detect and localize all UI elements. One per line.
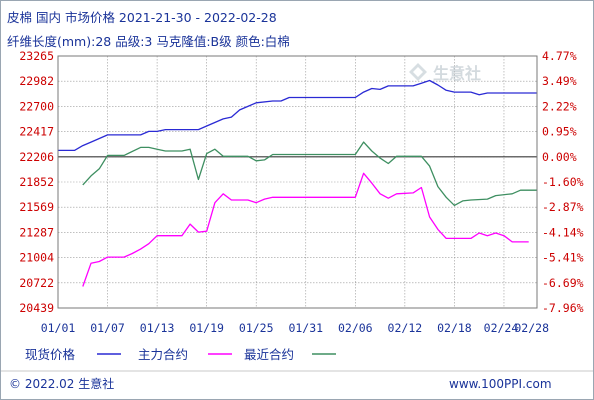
series-line-recent [82, 141, 537, 207]
x-tick-label: 02/12 [388, 321, 423, 335]
legend: 现货价格 主力合约 最近合约 [25, 347, 336, 362]
right-tick-label: -1.60% [542, 175, 584, 189]
footer-website: www.100PPI.com [449, 377, 552, 391]
left-axis: 23265 22982 22700 22417 22206 21852 21569 21287… [19, 49, 54, 315]
legend-label-main: 主力合约 [138, 347, 188, 362]
x-tick-label: 02/18 [437, 321, 472, 335]
left-tick-label: 22206 [19, 150, 54, 164]
left-tick-label: 21852 [19, 175, 54, 189]
x-tick-label: 02/28 [514, 321, 549, 335]
series-layer [58, 79, 537, 287]
right-tick-label: 3.49% [542, 74, 577, 88]
plot-area [58, 56, 537, 308]
left-tick-label: 21569 [19, 200, 54, 214]
x-tick-label: 01/25 [239, 321, 274, 335]
legend-label-recent: 最近合约 [244, 347, 294, 362]
watermark-logo: 生意社 [409, 63, 481, 83]
left-tick-label: 21287 [19, 225, 54, 239]
legend-label-spot: 现货价格 [25, 347, 76, 362]
x-tick-label: 01/13 [140, 321, 175, 335]
plot-border [57, 55, 538, 309]
logo-mark-icon [409, 63, 427, 81]
right-tick-label: 2.22% [542, 99, 577, 113]
footer-copyright: © 2022.02 生意社 [9, 376, 114, 391]
series-line-spot [58, 79, 537, 152]
x-tick-label: 01/01 [41, 321, 76, 335]
series-line-main [82, 172, 529, 287]
right-tick-label: 0.00% [542, 150, 577, 164]
left-tick-label: 21004 [19, 251, 54, 265]
right-tick-label: -4.14% [542, 225, 584, 239]
right-tick-label: -7.96% [542, 301, 584, 315]
right-axis: 4.77% 3.49% 2.22% 0.95% 0.00% -1.60% -2.87% -4.… [542, 49, 584, 315]
x-tick-label: 01/07 [90, 321, 125, 335]
left-tick-label: 20722 [19, 276, 54, 290]
chart-title: 皮棉 国内 市场价格 2021-21-30 - 2022-02-28 [7, 10, 277, 25]
right-tick-label: 0.95% [542, 125, 577, 139]
right-tick-label: -5.41% [542, 251, 584, 265]
x-tick-label: 01/19 [189, 321, 224, 335]
chart-subtitle: 纤维长度(mm):28 品级:3 马克隆值:B级 颜色:白棉 [7, 34, 290, 49]
left-tick-label: 23265 [19, 49, 54, 63]
right-tick-label: -2.87% [542, 200, 584, 214]
left-tick-label: 22700 [19, 99, 54, 113]
left-tick-label: 22417 [19, 125, 54, 139]
x-tick-label: 02/06 [338, 321, 373, 335]
x-axis: 01/01 01/07 01/13 01/19 01/25 01/31 02/06 02/12… [41, 321, 549, 335]
x-tick-label: 01/31 [288, 321, 323, 335]
left-tick-label: 22982 [19, 74, 54, 88]
right-tick-label: 4.77% [542, 49, 577, 63]
watermark-text: 生意社 [433, 64, 481, 83]
right-tick-label: -6.69% [542, 276, 584, 290]
x-tick-label: 02/24 [484, 321, 519, 335]
left-tick-label: 20439 [19, 301, 54, 315]
